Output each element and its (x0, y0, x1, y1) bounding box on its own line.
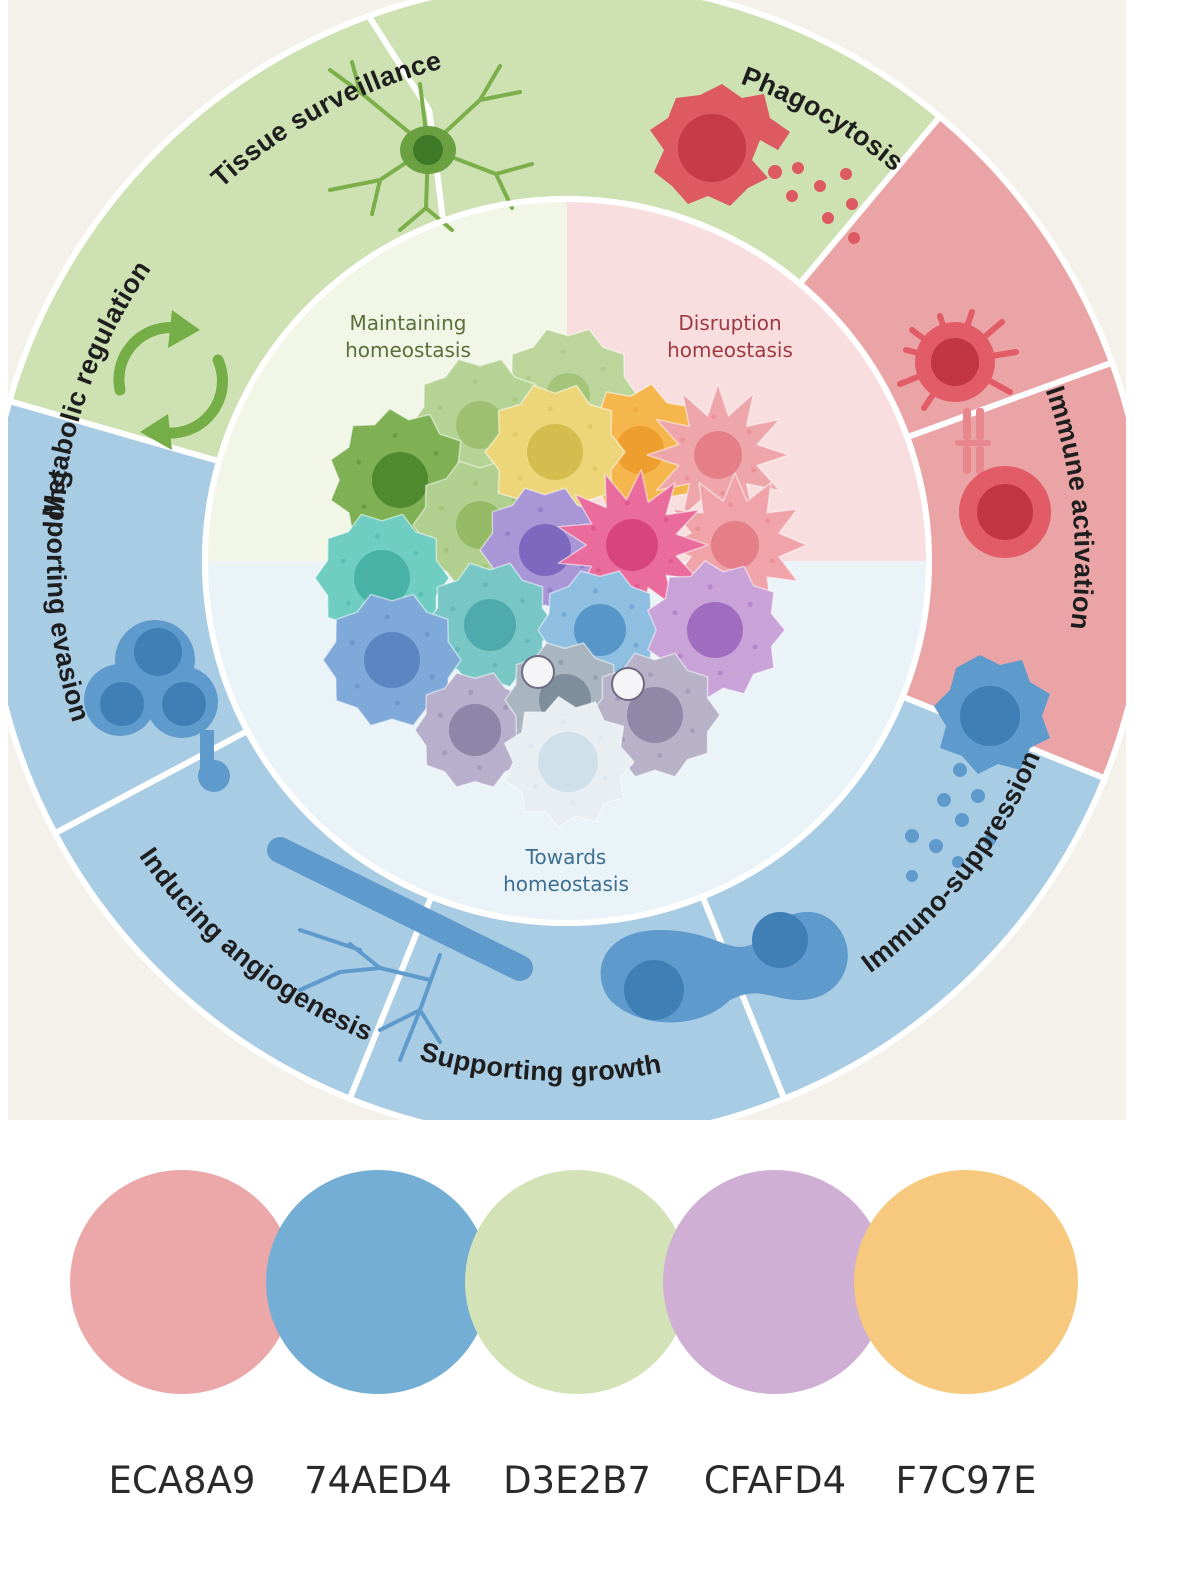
cycle-arrows-icon (113, 322, 228, 439)
cell-cluster (314, 328, 808, 829)
synapse-receptor-icon (955, 408, 991, 474)
swatch-label-cfafd4: CFAFD4 (704, 1459, 846, 1502)
towards-homeostasis-label: Towards homeostasis (503, 845, 629, 896)
segment-icons (84, 60, 1051, 1062)
vesicle-icon (611, 667, 645, 701)
microglia-nucleus-icon (413, 135, 443, 165)
particle-dots-icon (768, 162, 860, 244)
t-cell-nucleus-icon (977, 484, 1033, 540)
cell-blue-left (322, 593, 462, 727)
swatch-f7c97e (854, 1170, 1078, 1394)
cell-foamy (503, 695, 635, 829)
cell-yellow (484, 384, 626, 520)
blood-vessel-icon (267, 837, 533, 981)
dividing-nucleus-right-icon (752, 912, 808, 968)
phagocyte-nucleus-icon (678, 114, 746, 182)
cluster-cells-icon (84, 620, 230, 792)
dividing-nucleus-left-icon (624, 960, 684, 1020)
swatch-eca8a9 (70, 1170, 294, 1394)
swatch-d3e2b7 (465, 1170, 689, 1394)
vessel-branch-icon (298, 928, 442, 1062)
maintaining-homeostasis-label: Maintaining homeostasis (345, 311, 471, 362)
disruption-homeostasis-label: Disruption homeostasis (667, 311, 793, 362)
cycle-arrowheads-icon (140, 310, 200, 450)
swatch-label-d3e2b7: D3E2B7 (503, 1459, 651, 1502)
cytokine-dots-icon (905, 763, 996, 882)
swatch-label-f7c97e: F7C97E (895, 1459, 1036, 1502)
swatch-label-74aed4: 74AED4 (304, 1459, 452, 1502)
cell-grey-left (414, 672, 536, 788)
dendritic-cell-icon (897, 309, 1019, 411)
swatch-label-eca8a9: ECA8A9 (109, 1459, 256, 1502)
vesicle-icon (521, 655, 555, 689)
swatch-74aed4 (266, 1170, 490, 1394)
suppressive-nucleus-icon (960, 686, 1020, 746)
color-palette: ECA8A9 74AED4 D3E2B7 CFAFD4 F7C97E (70, 1170, 1078, 1502)
inner-circle-border (202, 196, 932, 926)
swatch-cfafd4 (663, 1170, 887, 1394)
